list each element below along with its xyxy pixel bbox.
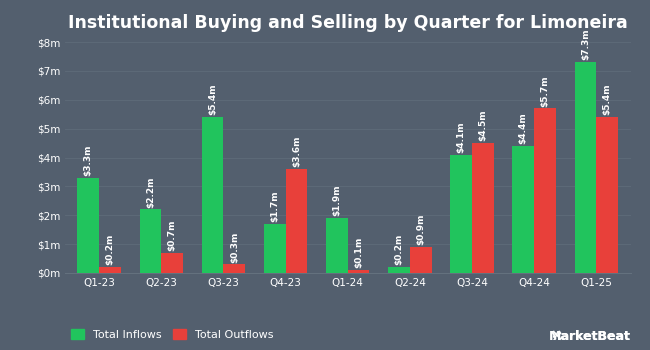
Bar (99, 267, 121, 273)
Bar (534, 108, 556, 273)
Text: $3.3m: $3.3m (84, 145, 93, 176)
Text: $4.5m: $4.5m (478, 110, 488, 141)
Bar (348, 270, 369, 273)
Bar (326, 218, 348, 273)
Text: $0.2m: $0.2m (395, 234, 404, 266)
Text: $5.7m: $5.7m (541, 75, 549, 107)
Text: $4.1m: $4.1m (457, 121, 465, 153)
Text: $0.7m: $0.7m (168, 219, 177, 251)
Text: ℵarketBeat: ℵarketBeat (551, 330, 630, 343)
Text: $0.9m: $0.9m (416, 214, 425, 245)
Bar (512, 146, 534, 273)
Bar (388, 267, 410, 273)
Bar (596, 117, 618, 273)
Bar (410, 247, 432, 273)
Bar (224, 264, 245, 273)
Text: $5.4m: $5.4m (603, 84, 612, 116)
Text: $0.1m: $0.1m (354, 237, 363, 268)
Text: $1.9m: $1.9m (332, 185, 341, 216)
Text: $4.4m: $4.4m (519, 112, 528, 144)
Bar (450, 155, 472, 273)
Bar (264, 224, 285, 273)
Bar (202, 117, 224, 273)
Bar (472, 143, 494, 273)
Bar (285, 169, 307, 273)
Text: $1.7m: $1.7m (270, 190, 280, 222)
Text: $0.2m: $0.2m (105, 234, 114, 266)
Text: $0.3m: $0.3m (230, 231, 239, 262)
Bar (77, 178, 99, 273)
Bar (575, 62, 596, 273)
Title: Institutional Buying and Selling by Quarter for Limoneira: Institutional Buying and Selling by Quar… (68, 14, 628, 32)
Text: $2.2m: $2.2m (146, 176, 155, 208)
Bar (140, 209, 161, 273)
Bar (161, 253, 183, 273)
Text: MarketBeat: MarketBeat (549, 330, 630, 343)
Text: $3.6m: $3.6m (292, 136, 301, 167)
Text: $7.3m: $7.3m (581, 29, 590, 61)
Text: $5.4m: $5.4m (208, 84, 217, 116)
Legend: Total Inflows, Total Outflows: Total Inflows, Total Outflows (71, 329, 273, 340)
